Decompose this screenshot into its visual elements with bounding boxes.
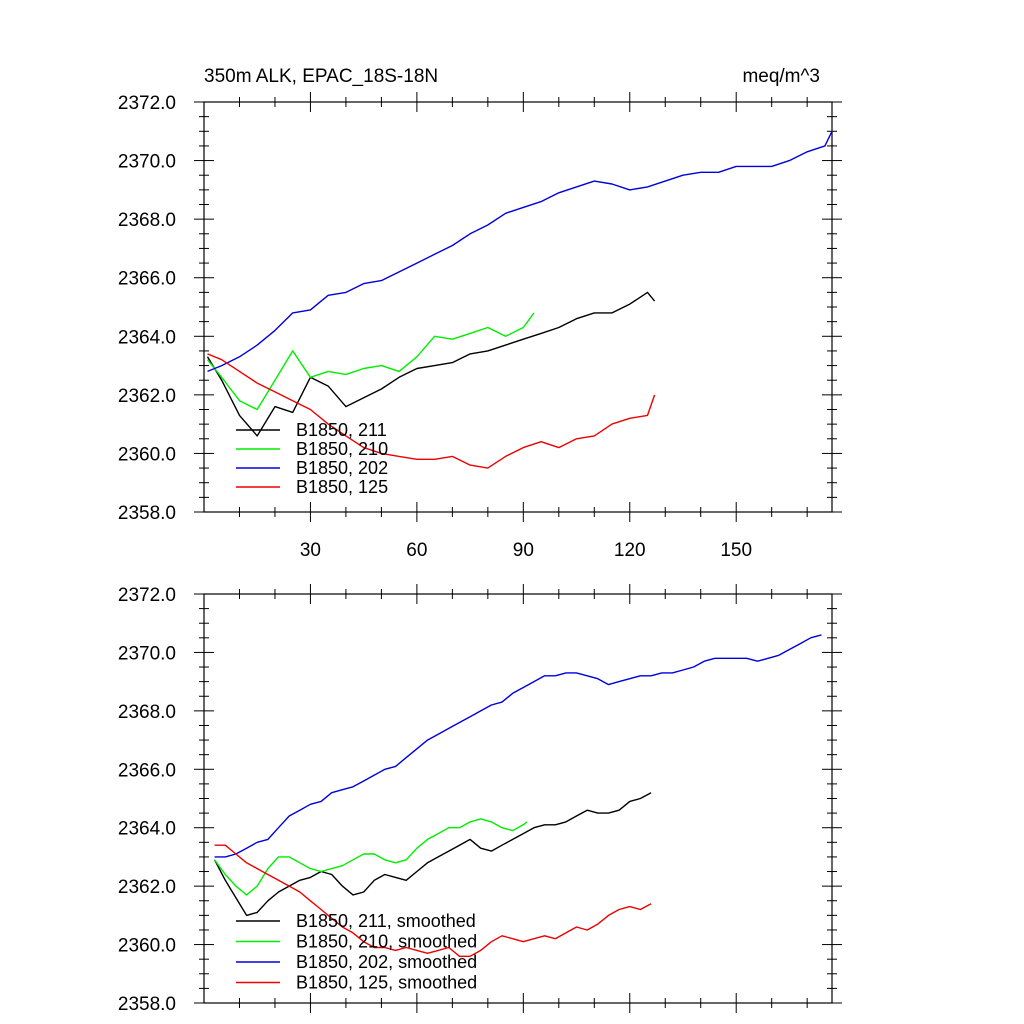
top-panel: 350m ALK, EPAC_18S-18N meq/m^3 2358.0 236… (118, 66, 842, 561)
y-tick-label: 2360.0 (118, 444, 176, 465)
y-tick-label: 2358.0 (118, 994, 176, 1015)
x-tick-label: 60 (406, 540, 427, 561)
y-tick-label: 2362.0 (118, 386, 176, 407)
top-panel-units: meq/m^3 (742, 66, 820, 87)
y-tick-label: 2364.0 (118, 327, 176, 348)
top-panel-axes: 2358.0 2360.0 2362.0 2364.0 2366.0 2368.0 2370… (118, 92, 842, 561)
y-tick-label: 2368.0 (118, 702, 176, 723)
series-line-0 (213, 792, 652, 917)
legend-label: B1850, 211 (296, 420, 387, 440)
y-tick-label: 2358.0 (118, 503, 176, 524)
y-tick-label: 2366.0 (118, 760, 176, 781)
bottom-panel-series (213, 634, 822, 957)
x-tick-label: 150 (720, 540, 752, 561)
legend-label: B1850, 202, smoothed (296, 952, 477, 972)
x-tick-label: 120 (614, 540, 646, 561)
y-tick-label: 2368.0 (118, 210, 176, 231)
series-line-2 (214, 634, 822, 858)
legend-label: B1850, 210, smoothed (296, 932, 477, 952)
top-panel-series (206, 130, 833, 469)
series-line-3 (207, 353, 656, 469)
series-line-1 (206, 312, 535, 411)
y-tick-label: 2370.0 (118, 152, 176, 173)
x-tick-label: 90 (513, 540, 534, 561)
legend-label: B1850, 211, smoothed (296, 911, 476, 931)
y-tick-label: 2372.0 (118, 93, 176, 114)
legend-label: B1850, 202 (296, 458, 388, 478)
legend-label: B1850, 125, smoothed (296, 973, 477, 993)
y-tick-label: 2362.0 (118, 877, 176, 898)
series-line-2 (207, 130, 833, 373)
y-tick-label: 2360.0 (118, 936, 176, 957)
top-panel-title: 350m ALK, EPAC_18S-18N (204, 66, 438, 87)
series-line-3 (214, 844, 652, 957)
y-tick-label: 2370.0 (118, 643, 176, 664)
y-tick-label: 2366.0 (118, 269, 176, 290)
series-line-0 (206, 291, 656, 437)
legend-label: B1850, 210 (296, 439, 388, 459)
y-tick-label: 2364.0 (118, 819, 176, 840)
series-line-1 (214, 818, 528, 896)
y-tick-label: 2372.0 (118, 585, 176, 606)
bottom-panel: 2358.0 2360.0 2362.0 2364.0 2366.0 2368.0 2370… (118, 584, 842, 1015)
bottom-panel-axes: 2358.0 2360.0 2362.0 2364.0 2366.0 2368.0 2370… (118, 584, 842, 1015)
x-tick-label: 30 (300, 540, 321, 561)
legend-label: B1850, 125 (296, 477, 388, 497)
